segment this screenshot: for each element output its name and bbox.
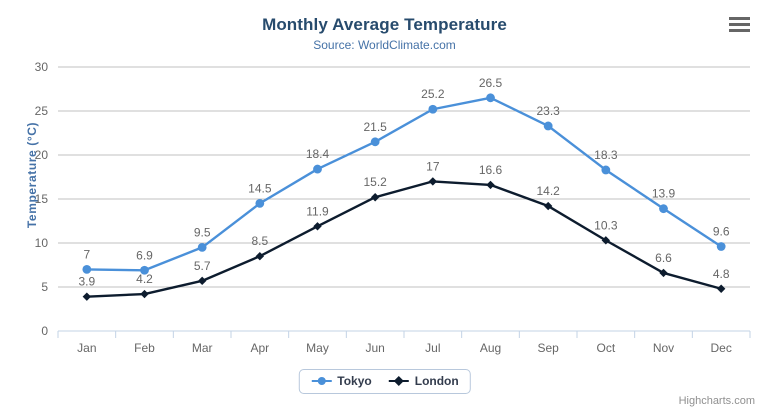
y-tick-label: 20 (35, 148, 49, 162)
hamburger-menu-icon[interactable] (728, 14, 752, 36)
data-label: 6.9 (136, 248, 153, 262)
legend-label: Tokyo (337, 374, 372, 388)
x-tick-label: Jul (425, 341, 440, 355)
y-tick-label: 15 (35, 192, 49, 206)
x-tick-label: Jan (77, 341, 96, 355)
series-line-london[interactable] (85, 180, 723, 298)
data-point-marker[interactable] (543, 121, 553, 131)
x-tick-label: Oct (596, 341, 615, 355)
x-axis-tick-labels: Jan Feb Mar Apr May Jun Jul Aug Sep Oct Nov Dec (77, 341, 732, 355)
data-point-marker[interactable] (255, 199, 265, 208)
data-label: 15.2 (363, 175, 387, 189)
y-tick-label: 30 (35, 60, 49, 74)
axis-lines (57, 330, 751, 338)
data-label: 17 (426, 159, 440, 173)
data-point-marker[interactable] (543, 201, 553, 211)
hamburger-bar (729, 17, 750, 20)
data-series-group (82, 93, 726, 301)
data-point-marker[interactable] (82, 265, 92, 274)
legend-marker-circle-icon (311, 377, 332, 385)
data-label: 18.3 (594, 148, 618, 162)
x-tick-label: Feb (134, 341, 155, 355)
data-point-marker[interactable] (486, 180, 495, 190)
y-axis-tick-labels: 0 5 10 15 20 25 30 (35, 60, 49, 338)
data-label: 13.9 (652, 187, 676, 201)
data-point-marker[interactable] (370, 193, 380, 202)
legend-item-tokyo[interactable]: Tokyo (310, 374, 372, 388)
chart-legend: Tokyo London (298, 369, 471, 394)
x-tick-label: Aug (480, 341, 501, 355)
data-label: 23.3 (536, 104, 560, 118)
data-label: 4.8 (713, 267, 730, 281)
x-tick-label: Jun (365, 341, 384, 355)
data-labels-group: 7 6.9 9.5 14.5 18.4 21.5 25.2 26.5 23.3 18.3 13.9 9… (78, 76, 729, 289)
data-point-marker[interactable] (370, 137, 380, 147)
legend-marker-diamond-icon (388, 376, 409, 386)
data-point-marker[interactable] (601, 165, 611, 175)
legend-item-london[interactable]: London (388, 374, 459, 388)
data-label: 16.6 (479, 163, 503, 177)
data-point-marker[interactable] (428, 177, 438, 186)
y-tick-label: 10 (35, 236, 49, 250)
data-label: 3.9 (78, 275, 95, 289)
data-point-marker[interactable] (659, 268, 668, 278)
data-point-marker[interactable] (197, 276, 207, 286)
data-label: 4.2 (136, 272, 153, 286)
data-label: 21.5 (363, 120, 387, 134)
x-tick-label: Sep (537, 341, 559, 355)
series-line-tokyo[interactable] (85, 96, 723, 272)
data-label: 8.5 (251, 234, 268, 248)
x-tick-label: May (306, 341, 329, 355)
data-point-marker[interactable] (716, 284, 726, 293)
data-point-marker[interactable] (428, 104, 438, 114)
data-label: 14.2 (536, 184, 560, 198)
x-tick-label: Nov (653, 341, 674, 355)
y-tick-label: 0 (41, 324, 48, 338)
data-label: 18.4 (306, 147, 330, 161)
y-tick-label: 25 (35, 104, 49, 118)
data-point-marker[interactable] (601, 236, 611, 245)
hamburger-bar (729, 23, 750, 26)
data-label: 10.3 (594, 218, 618, 232)
legend-label: London (414, 374, 459, 388)
x-tick-label: Apr (250, 341, 269, 355)
data-point-marker[interactable] (659, 204, 668, 214)
gridlines (58, 66, 750, 288)
data-point-marker[interactable] (197, 243, 207, 252)
data-label: 9.5 (194, 225, 211, 239)
data-point-marker[interactable] (140, 289, 149, 299)
hamburger-bar (729, 29, 750, 32)
data-point-marker[interactable] (313, 164, 322, 174)
data-point-marker[interactable] (486, 93, 495, 103)
data-point-marker[interactable] (255, 252, 265, 261)
data-label: 25.2 (421, 87, 445, 101)
data-label: 6.6 (655, 251, 672, 265)
data-point-marker[interactable] (140, 265, 149, 275)
data-point-marker[interactable] (82, 292, 92, 301)
data-label: 9.6 (713, 225, 730, 239)
x-tick-label: Dec (710, 341, 731, 355)
data-label: 11.9 (306, 204, 329, 218)
data-label: 7 (83, 247, 90, 261)
data-point-marker[interactable] (313, 222, 322, 231)
chart-title: Monthly Average Temperature (262, 15, 507, 34)
x-tick-label: Mar (192, 341, 213, 355)
data-label: 5.7 (194, 259, 211, 273)
y-tick-label: 5 (41, 280, 48, 294)
data-label: 26.5 (479, 76, 503, 90)
data-label: 14.5 (248, 181, 272, 195)
credits-link[interactable]: Highcharts.com (678, 395, 755, 407)
chart-subtitle: Source: WorldClimate.com (313, 38, 456, 52)
data-point-marker[interactable] (716, 242, 726, 251)
